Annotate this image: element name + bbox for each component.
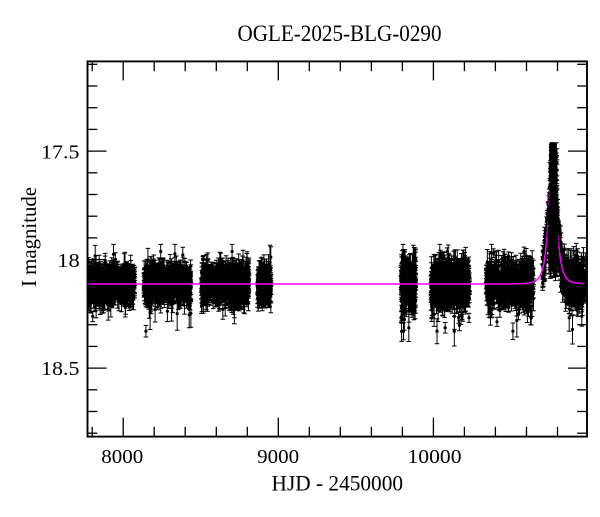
svg-text:18: 18 <box>57 250 80 272</box>
svg-text:18.5: 18.5 <box>41 358 80 380</box>
svg-text:OGLE-2025-BLG-0290: OGLE-2025-BLG-0290 <box>238 21 442 47</box>
svg-text:I magnitude: I magnitude <box>17 187 41 287</box>
svg-text:HJD - 2450000: HJD - 2450000 <box>272 472 404 496</box>
svg-text:8000: 8000 <box>101 446 143 468</box>
svg-text:10000: 10000 <box>408 446 462 468</box>
svg-text:17.5: 17.5 <box>41 141 80 163</box>
svg-text:9000: 9000 <box>257 446 299 468</box>
